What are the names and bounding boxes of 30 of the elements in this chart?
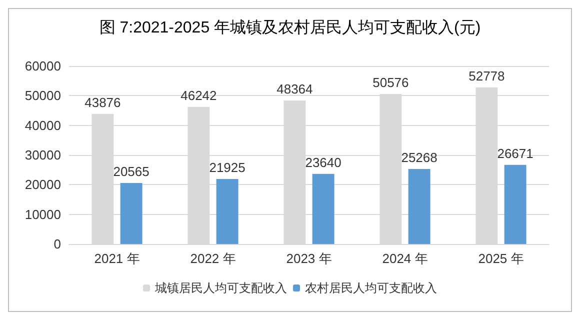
x-tick-label: 2022 年 (190, 251, 236, 266)
y-tick-label: 50000 (24, 88, 61, 104)
bar (216, 178, 238, 244)
data-label: 20565 (113, 164, 150, 179)
legend-label: 城镇居民人均可支配收入 (154, 281, 287, 295)
data-label: 48364 (276, 82, 313, 97)
chart-title: 图 7:2021-2025 年城镇及农村居民人均可支配收入(元) (99, 18, 481, 36)
bar (312, 174, 334, 244)
legend-label: 农村居民人均可支配收入 (305, 281, 437, 295)
data-label: 50576 (372, 74, 409, 90)
bar (120, 182, 142, 244)
x-tick-label: 2024 年 (382, 251, 428, 266)
y-tick-label: 10000 (24, 206, 61, 222)
y-tick-label: 20000 (24, 177, 61, 192)
y-tick-label: 30000 (24, 148, 61, 162)
data-label: 43876 (84, 94, 121, 110)
data-label: 26671 (497, 146, 534, 161)
x-tick-label: 2023 年 (286, 251, 332, 266)
x-tick-label: 2021 年 (94, 251, 140, 266)
data-label: 52778 (468, 68, 505, 84)
bar (408, 169, 430, 244)
data-label: 23640 (305, 154, 342, 170)
y-tick-label: 40000 (24, 118, 61, 133)
x-tick-label: 2025 年 (478, 251, 524, 266)
data-label: 46242 (180, 88, 217, 103)
data-label: 21925 (209, 160, 246, 175)
y-tick-label: 0 (54, 236, 61, 252)
y-tick-label: 60000 (24, 58, 61, 74)
data-label: 25268 (401, 150, 438, 166)
bar (504, 164, 526, 244)
